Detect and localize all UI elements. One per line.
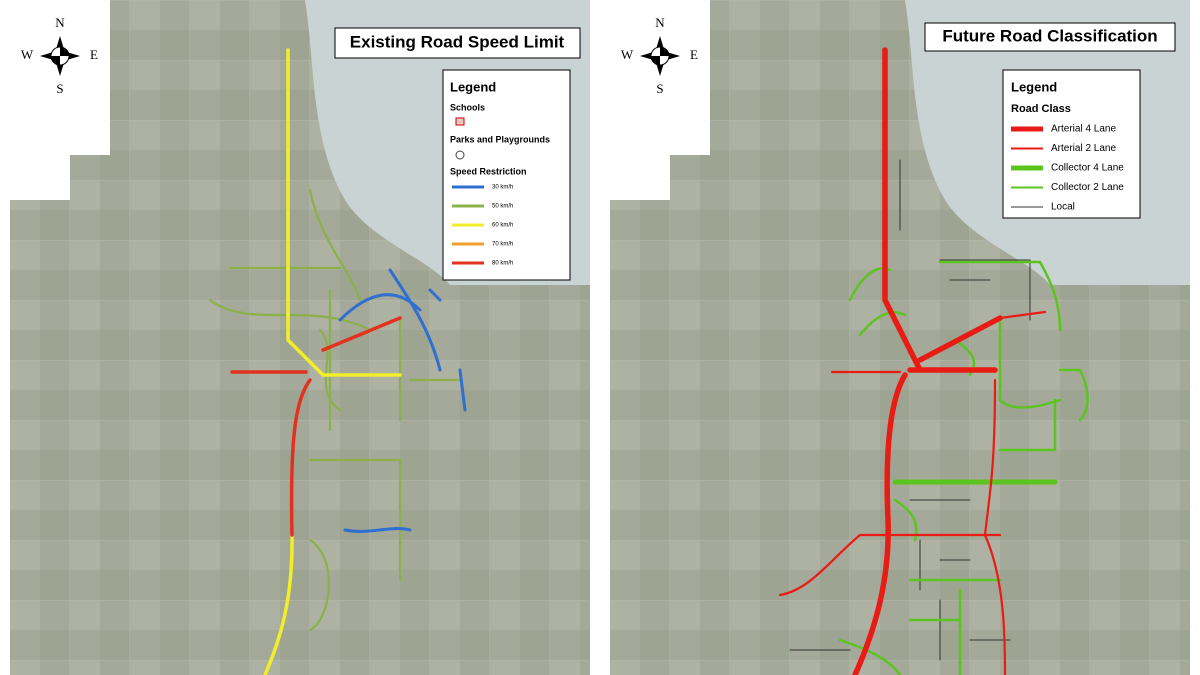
legend-label: 60 km/h <box>492 223 513 229</box>
legend-schools: Schools <box>450 102 485 112</box>
map-right: N E S W Future Road Classification Legen… <box>610 0 1190 675</box>
legend-heading: Road Class <box>1011 103 1071 115</box>
compass-e: E <box>690 47 698 62</box>
legend-heading: Speed Restriction <box>450 166 527 176</box>
legend-box <box>1002 69 1141 219</box>
park-icon <box>455 150 465 160</box>
legend-parks: Parks and Playgrounds <box>450 134 550 144</box>
compass-n: N <box>655 15 665 30</box>
white-corner <box>10 0 110 200</box>
legend-label: 50 km/h <box>492 204 513 210</box>
legend-label: Collector 2 Lane <box>1051 182 1124 193</box>
compass-n: N <box>55 15 65 30</box>
compass-s: S <box>56 81 63 96</box>
legend-label: Collector 4 Lane <box>1051 163 1124 174</box>
title-box <box>924 22 1176 52</box>
white-corner <box>610 0 710 200</box>
legend-title: Legend <box>1011 79 1057 94</box>
compass <box>640 36 680 76</box>
title: Future Road Classification <box>942 26 1157 45</box>
legend-label: 80 km/h <box>492 261 513 267</box>
school-icon <box>455 117 465 126</box>
compass-s: S <box>656 81 663 96</box>
compass-w: W <box>621 47 634 62</box>
legend-label: 70 km/h <box>492 242 513 248</box>
legend-label: Arterial 4 Lane <box>1051 124 1116 135</box>
title-box <box>334 27 581 59</box>
roads <box>208 48 467 675</box>
legend-title: Legend <box>450 79 496 94</box>
legend-label: 30 km/h <box>492 185 513 191</box>
map-left: N E S W Existing Road Speed Limit Legend… <box>10 0 590 675</box>
title: Existing Road Speed Limit <box>350 32 565 51</box>
roads <box>778 47 1089 675</box>
compass <box>40 36 80 76</box>
legend-label: Arterial 2 Lane <box>1051 143 1116 154</box>
legend-label: Local <box>1051 202 1075 213</box>
compass-w: W <box>21 47 34 62</box>
compass-e: E <box>90 47 98 62</box>
